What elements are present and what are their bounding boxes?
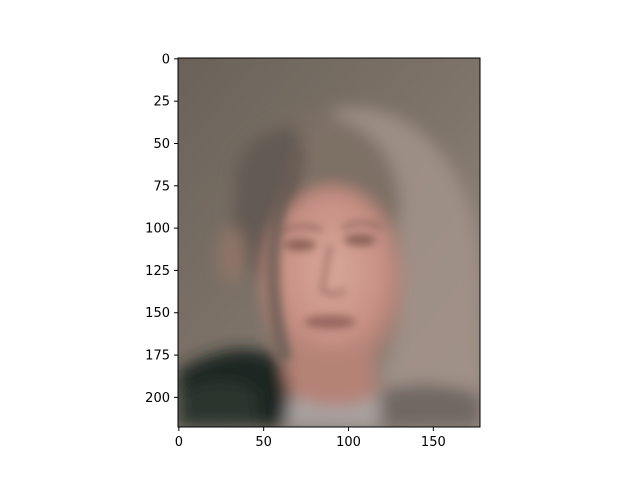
x-axis: 0 50 100 150: [175, 427, 446, 450]
x-tick-label: 50: [255, 435, 272, 450]
image-area: [178, 58, 480, 427]
y-tick-label: 200: [145, 391, 170, 406]
y-tick-label: 175: [145, 349, 170, 364]
x-tick-label: 0: [175, 435, 183, 450]
y-tick-label: 125: [145, 264, 170, 279]
y-tick-label: 75: [153, 179, 170, 194]
axes-frame: [177, 57, 481, 428]
y-tick-label: 100: [145, 222, 170, 237]
y-tick-label: 50: [153, 137, 170, 152]
x-tick-label: 150: [421, 435, 446, 450]
y-tick-label: 150: [145, 306, 170, 321]
y-axis: 0 25 50 75 100 125 150 175 200: [145, 52, 178, 406]
x-tick-label: 100: [336, 435, 361, 450]
y-tick-label: 25: [153, 95, 170, 110]
y-tick-label: 0: [162, 52, 170, 67]
